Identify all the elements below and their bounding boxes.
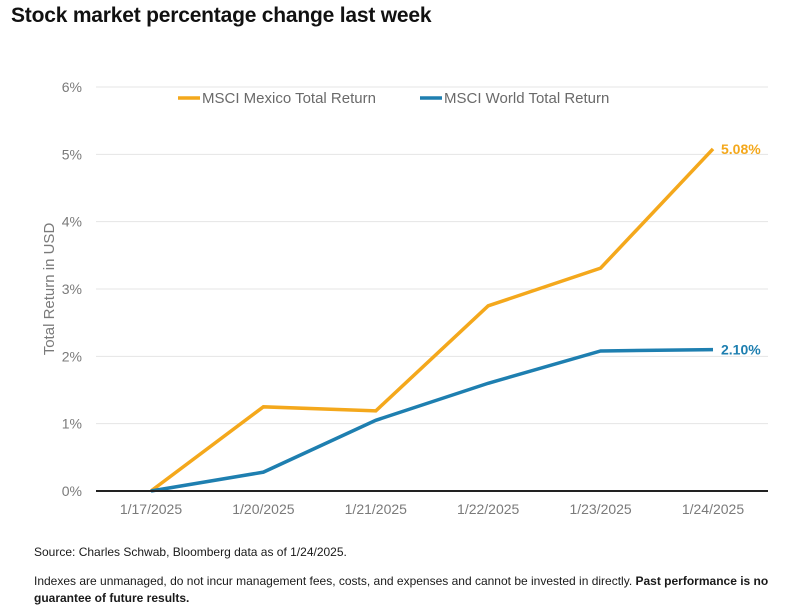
- x-tick-label: 1/23/2025: [569, 501, 631, 517]
- line-chart: 0% 1% 2% 3% 4% 5% 6% Total Return in USD 1/17/…: [41, 79, 768, 517]
- y-axis-label: Total Return in USD: [41, 223, 58, 356]
- chart-title: Stock market percentage change last week: [11, 4, 432, 27]
- x-tick-label: 1/17/2025: [120, 501, 182, 517]
- gridlines: [96, 86, 768, 425]
- disclaimer-bold-text: Past performance is no guarantee of futu…: [34, 574, 769, 605]
- y-tick-labels: 0% 1% 2% 3% 4% 5% 6%: [62, 79, 82, 499]
- x-tick-label: 1/24/2025: [682, 501, 744, 517]
- y-tick-label: 1%: [62, 416, 82, 432]
- legend: MSCI Mexico Total Return MSCI World Total…: [178, 90, 609, 107]
- series-line-msci-world: [150, 347, 714, 493]
- disclaimer: Indexes are unmanaged, do not incur mana…: [34, 573, 774, 607]
- x-tick-label: 1/21/2025: [345, 501, 407, 517]
- legend-label: MSCI Mexico Total Return: [202, 90, 376, 107]
- y-tick-label: 0%: [62, 483, 82, 499]
- source-note: Source: Charles Schwab, Bloomberg data a…: [34, 545, 347, 559]
- y-tick-label: 2%: [62, 348, 82, 364]
- y-tick-label: 6%: [62, 79, 82, 95]
- series-lines: [149, 147, 715, 493]
- y-tick-label: 5%: [62, 146, 82, 162]
- legend-label: MSCI World Total Return: [444, 90, 609, 107]
- end-value-label: 2.10%: [721, 342, 761, 358]
- series-line-msci-mexico: [149, 147, 715, 493]
- x-tick-label: 1/20/2025: [232, 501, 294, 517]
- end-value-label: 5.08%: [721, 141, 761, 157]
- x-tick-label: 1/22/2025: [457, 501, 519, 517]
- x-tick-labels: 1/17/2025 1/20/2025 1/21/2025 1/22/2025 1/23…: [120, 501, 744, 517]
- end-value-labels: 5.08% 2.10%: [721, 141, 761, 358]
- y-tick-label: 3%: [62, 281, 82, 297]
- disclaimer-text: Indexes are unmanaged, do not incur mana…: [34, 574, 633, 588]
- y-tick-label: 4%: [62, 214, 82, 230]
